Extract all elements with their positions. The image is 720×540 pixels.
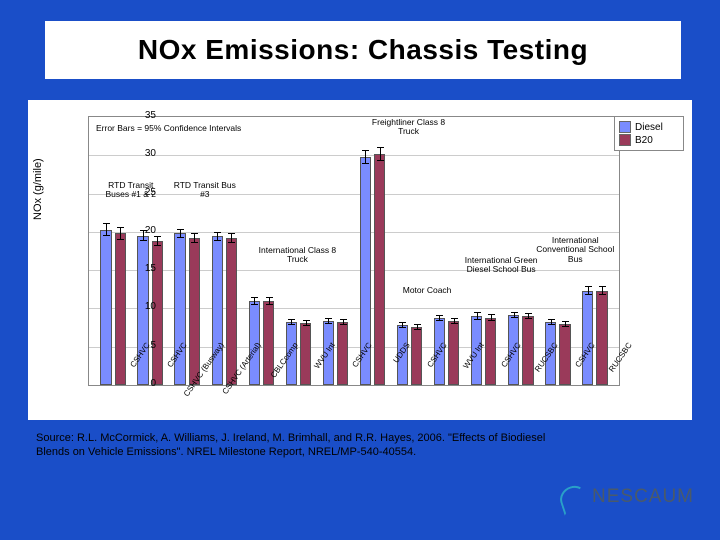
gridline — [89, 232, 619, 233]
legend-label: Diesel — [635, 122, 663, 133]
error-bar — [477, 312, 478, 320]
y-tick-label: 30 — [136, 148, 156, 159]
bar-diesel — [100, 230, 111, 385]
y-tick-label: 10 — [136, 301, 156, 312]
error-bar — [602, 286, 603, 295]
error-bar — [306, 320, 307, 326]
group-label: RTD TransitBuses #1 & 2 — [89, 181, 172, 200]
y-axis-label: NOx (g/mile) — [32, 158, 44, 220]
group-label: International Class 8Truck — [238, 246, 358, 265]
error-bar — [514, 312, 515, 318]
gridline — [89, 308, 619, 309]
error-bar — [180, 229, 181, 238]
legend-item: B20 — [619, 134, 679, 146]
logo-text: NESCAUM — [592, 486, 694, 508]
slide-title: NOx Emissions: Chassis Testing — [138, 34, 588, 66]
error-bar — [565, 321, 566, 327]
error-bar — [231, 233, 232, 242]
nescaum-logo: NESCAUM — [558, 480, 698, 514]
error-bar — [551, 319, 552, 325]
group-label: Freightliner Class 8Truck — [349, 118, 469, 137]
error-bar — [269, 297, 270, 305]
legend-swatch — [619, 121, 631, 133]
error-bar — [402, 322, 403, 328]
legend-item: Diesel — [619, 121, 679, 133]
error-bar — [120, 227, 121, 239]
gridline — [89, 155, 619, 156]
error-bar — [380, 147, 381, 161]
error-bar — [157, 236, 158, 247]
group-label: InternationalConventional SchoolBus — [534, 236, 617, 264]
error-bar — [217, 232, 218, 241]
error-bar — [291, 319, 292, 325]
chart-container: NOx (g/mile) Diesel B20 Error Bars = 95% … — [28, 100, 692, 420]
y-tick-label: 20 — [136, 225, 156, 236]
error-bar-note: Error Bars = 95% Confidence Intervals — [96, 124, 241, 133]
gridline — [89, 347, 619, 348]
group-label: Motor Coach — [386, 286, 469, 295]
error-bar — [328, 318, 329, 324]
source-citation: Source: R.L. McCormick, A. Williams, J. … — [36, 432, 556, 460]
title-box: NOx Emissions: Chassis Testing — [42, 18, 684, 82]
error-bar — [194, 233, 195, 242]
bar-diesel — [582, 291, 593, 385]
legend-label: B20 — [635, 135, 653, 146]
bar-b20 — [374, 154, 385, 385]
error-bar — [254, 297, 255, 305]
error-bar — [365, 150, 366, 164]
legend: Diesel B20 — [614, 116, 684, 151]
error-bar — [106, 223, 107, 235]
bar-b20 — [115, 233, 126, 385]
error-bar — [343, 319, 344, 325]
y-tick-label: 35 — [136, 110, 156, 121]
logo-swoosh-icon — [558, 482, 588, 512]
error-bar — [417, 324, 418, 330]
bar-b20 — [226, 238, 237, 385]
slide-root: NOx Emissions: Chassis Testing NOx (g/mi… — [0, 0, 720, 540]
bar-b20 — [189, 238, 200, 385]
error-bar — [454, 318, 455, 324]
error-bar — [439, 315, 440, 321]
group-label: International GreenDiesel School Bus — [460, 256, 543, 275]
group-label: RTD Transit Bus#3 — [163, 181, 246, 200]
error-bar — [528, 313, 529, 319]
error-bar — [588, 286, 589, 295]
legend-swatch — [619, 134, 631, 146]
error-bar — [491, 314, 492, 322]
y-tick-label: 15 — [136, 263, 156, 274]
